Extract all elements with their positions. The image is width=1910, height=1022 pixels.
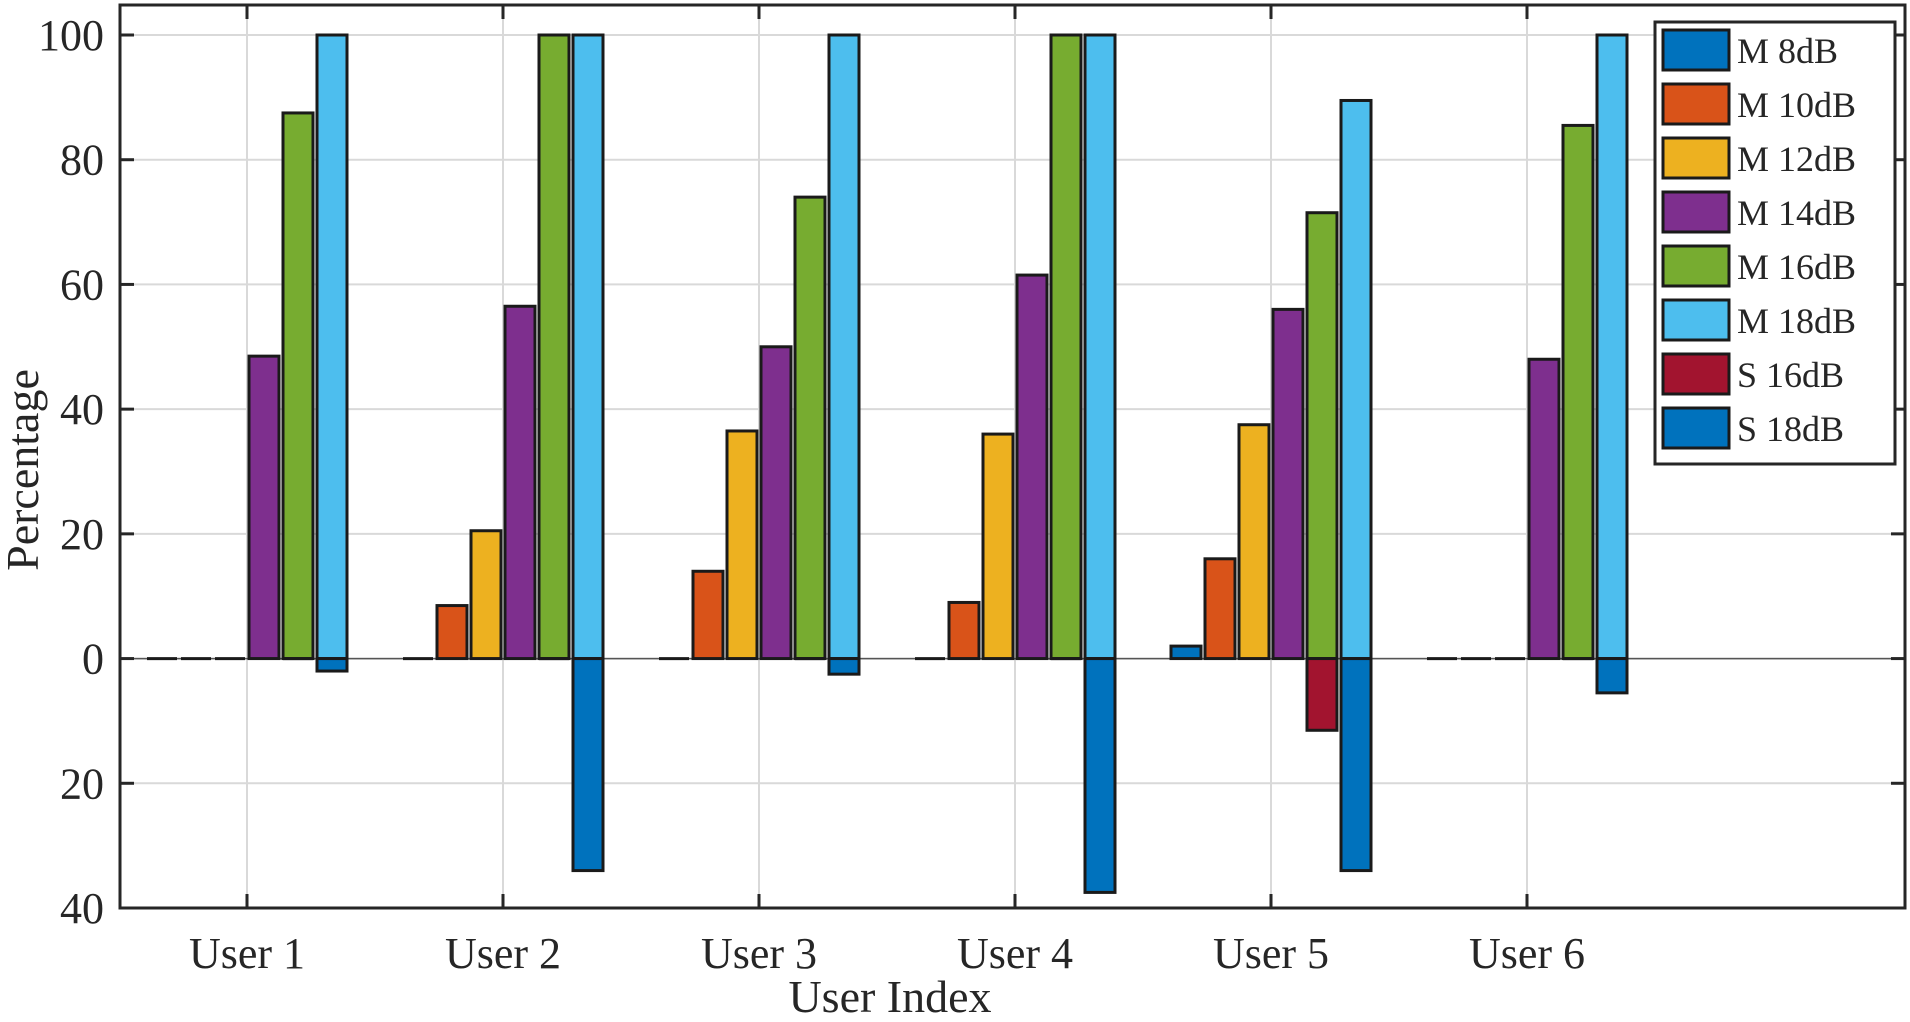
bar-m-16db: [1561, 123, 1595, 661]
legend-swatch: [1661, 352, 1731, 396]
legend-label[interactable]: S 18dB: [1737, 409, 1844, 449]
bar-m-16db: [537, 33, 571, 661]
bar-m-10db: [1203, 557, 1237, 661]
legend-label[interactable]: M 18dB: [1737, 301, 1856, 341]
bar-m-16db: [281, 111, 315, 661]
bar-m-16db: [1305, 211, 1339, 661]
bar-m-18db: [1595, 33, 1629, 661]
legend-label[interactable]: S 16dB: [1737, 355, 1844, 395]
y-tick-label: 0: [82, 635, 104, 684]
legend-swatch: [1661, 298, 1731, 342]
bar-s-18db: [571, 657, 605, 873]
bar-m-14db: [247, 354, 281, 661]
bar-m-18db: [1083, 33, 1117, 661]
x-tick-label: User 5: [1213, 929, 1329, 978]
bar-s-18db: [827, 657, 861, 676]
legend-swatch: [1661, 136, 1731, 180]
legend-swatch: [1661, 28, 1731, 72]
legend-label[interactable]: M 16dB: [1737, 247, 1856, 287]
bar-m-16db: [793, 195, 827, 661]
bar-s-18db: [1083, 657, 1117, 894]
bar-m-14db: [1527, 357, 1561, 661]
bar-m-14db: [759, 345, 793, 661]
legend[interactable]: M 8dB M 10dB M 12dB M 14dB M 16dB M 18dB S 16d…: [1653, 20, 1897, 466]
x-tick-label: User 1: [189, 929, 305, 978]
y-tick-label: 100: [38, 11, 104, 60]
x-tick-label: User 6: [1469, 929, 1585, 978]
bar-s-18db: [1595, 657, 1629, 695]
bar-s-18db: [1339, 657, 1373, 873]
bar-m-14db: [1015, 273, 1049, 661]
bar-m-10db: [691, 569, 725, 661]
bar-m-14db: [1271, 307, 1305, 661]
bar-m-16db: [1049, 33, 1083, 661]
legend-label[interactable]: M 8dB: [1737, 31, 1838, 71]
y-tick-label: 40: [60, 385, 104, 434]
bar-m-12db: [725, 429, 759, 661]
bar-s-18db: [315, 657, 349, 673]
bar-m-18db: [827, 33, 861, 661]
x-tick-label: User 4: [957, 929, 1073, 978]
legend-swatch: [1661, 244, 1731, 288]
legend-label[interactable]: M 10dB: [1737, 85, 1856, 125]
bars: [147, 33, 1629, 894]
bar-s-16db: [1305, 657, 1339, 732]
x-tick-label: User 3: [701, 929, 817, 978]
legend-swatch: [1661, 82, 1731, 126]
x-tick-labels: User 1 User 2 User 3 User 4 User 5 User 6: [189, 929, 1585, 978]
plot-frame: [118, 3, 1907, 910]
y-tick-label: 20: [60, 759, 104, 808]
x-axis-title: User Index: [788, 971, 991, 1017]
bar-m-8db: [1169, 644, 1203, 661]
bar-m-12db: [1237, 423, 1271, 661]
bar-m-18db: [315, 33, 349, 661]
bar-m-10db: [435, 604, 469, 661]
y-tick-label: 80: [60, 136, 104, 185]
y-tick-label: 40: [60, 884, 104, 933]
x-tick-label: User 2: [445, 929, 561, 978]
legend-swatch: [1661, 406, 1731, 450]
bar-m-10db: [947, 600, 981, 661]
y-tick-label: 60: [60, 260, 104, 309]
y-tick-labels: 100 80 60 40 20 0 20 40: [38, 11, 104, 933]
legend-label[interactable]: M 12dB: [1737, 139, 1856, 179]
bar-m-12db: [981, 432, 1015, 661]
y-tick-label: 20: [60, 510, 104, 559]
legend-swatch: [1661, 190, 1731, 234]
legend-label[interactable]: M 14dB: [1737, 193, 1856, 233]
bar-m-18db: [1339, 98, 1373, 661]
bar-m-18db: [571, 33, 605, 661]
bar-m-14db: [503, 304, 537, 661]
y-axis-title: Percentage: [0, 369, 48, 571]
bar-m-12db: [469, 529, 503, 661]
